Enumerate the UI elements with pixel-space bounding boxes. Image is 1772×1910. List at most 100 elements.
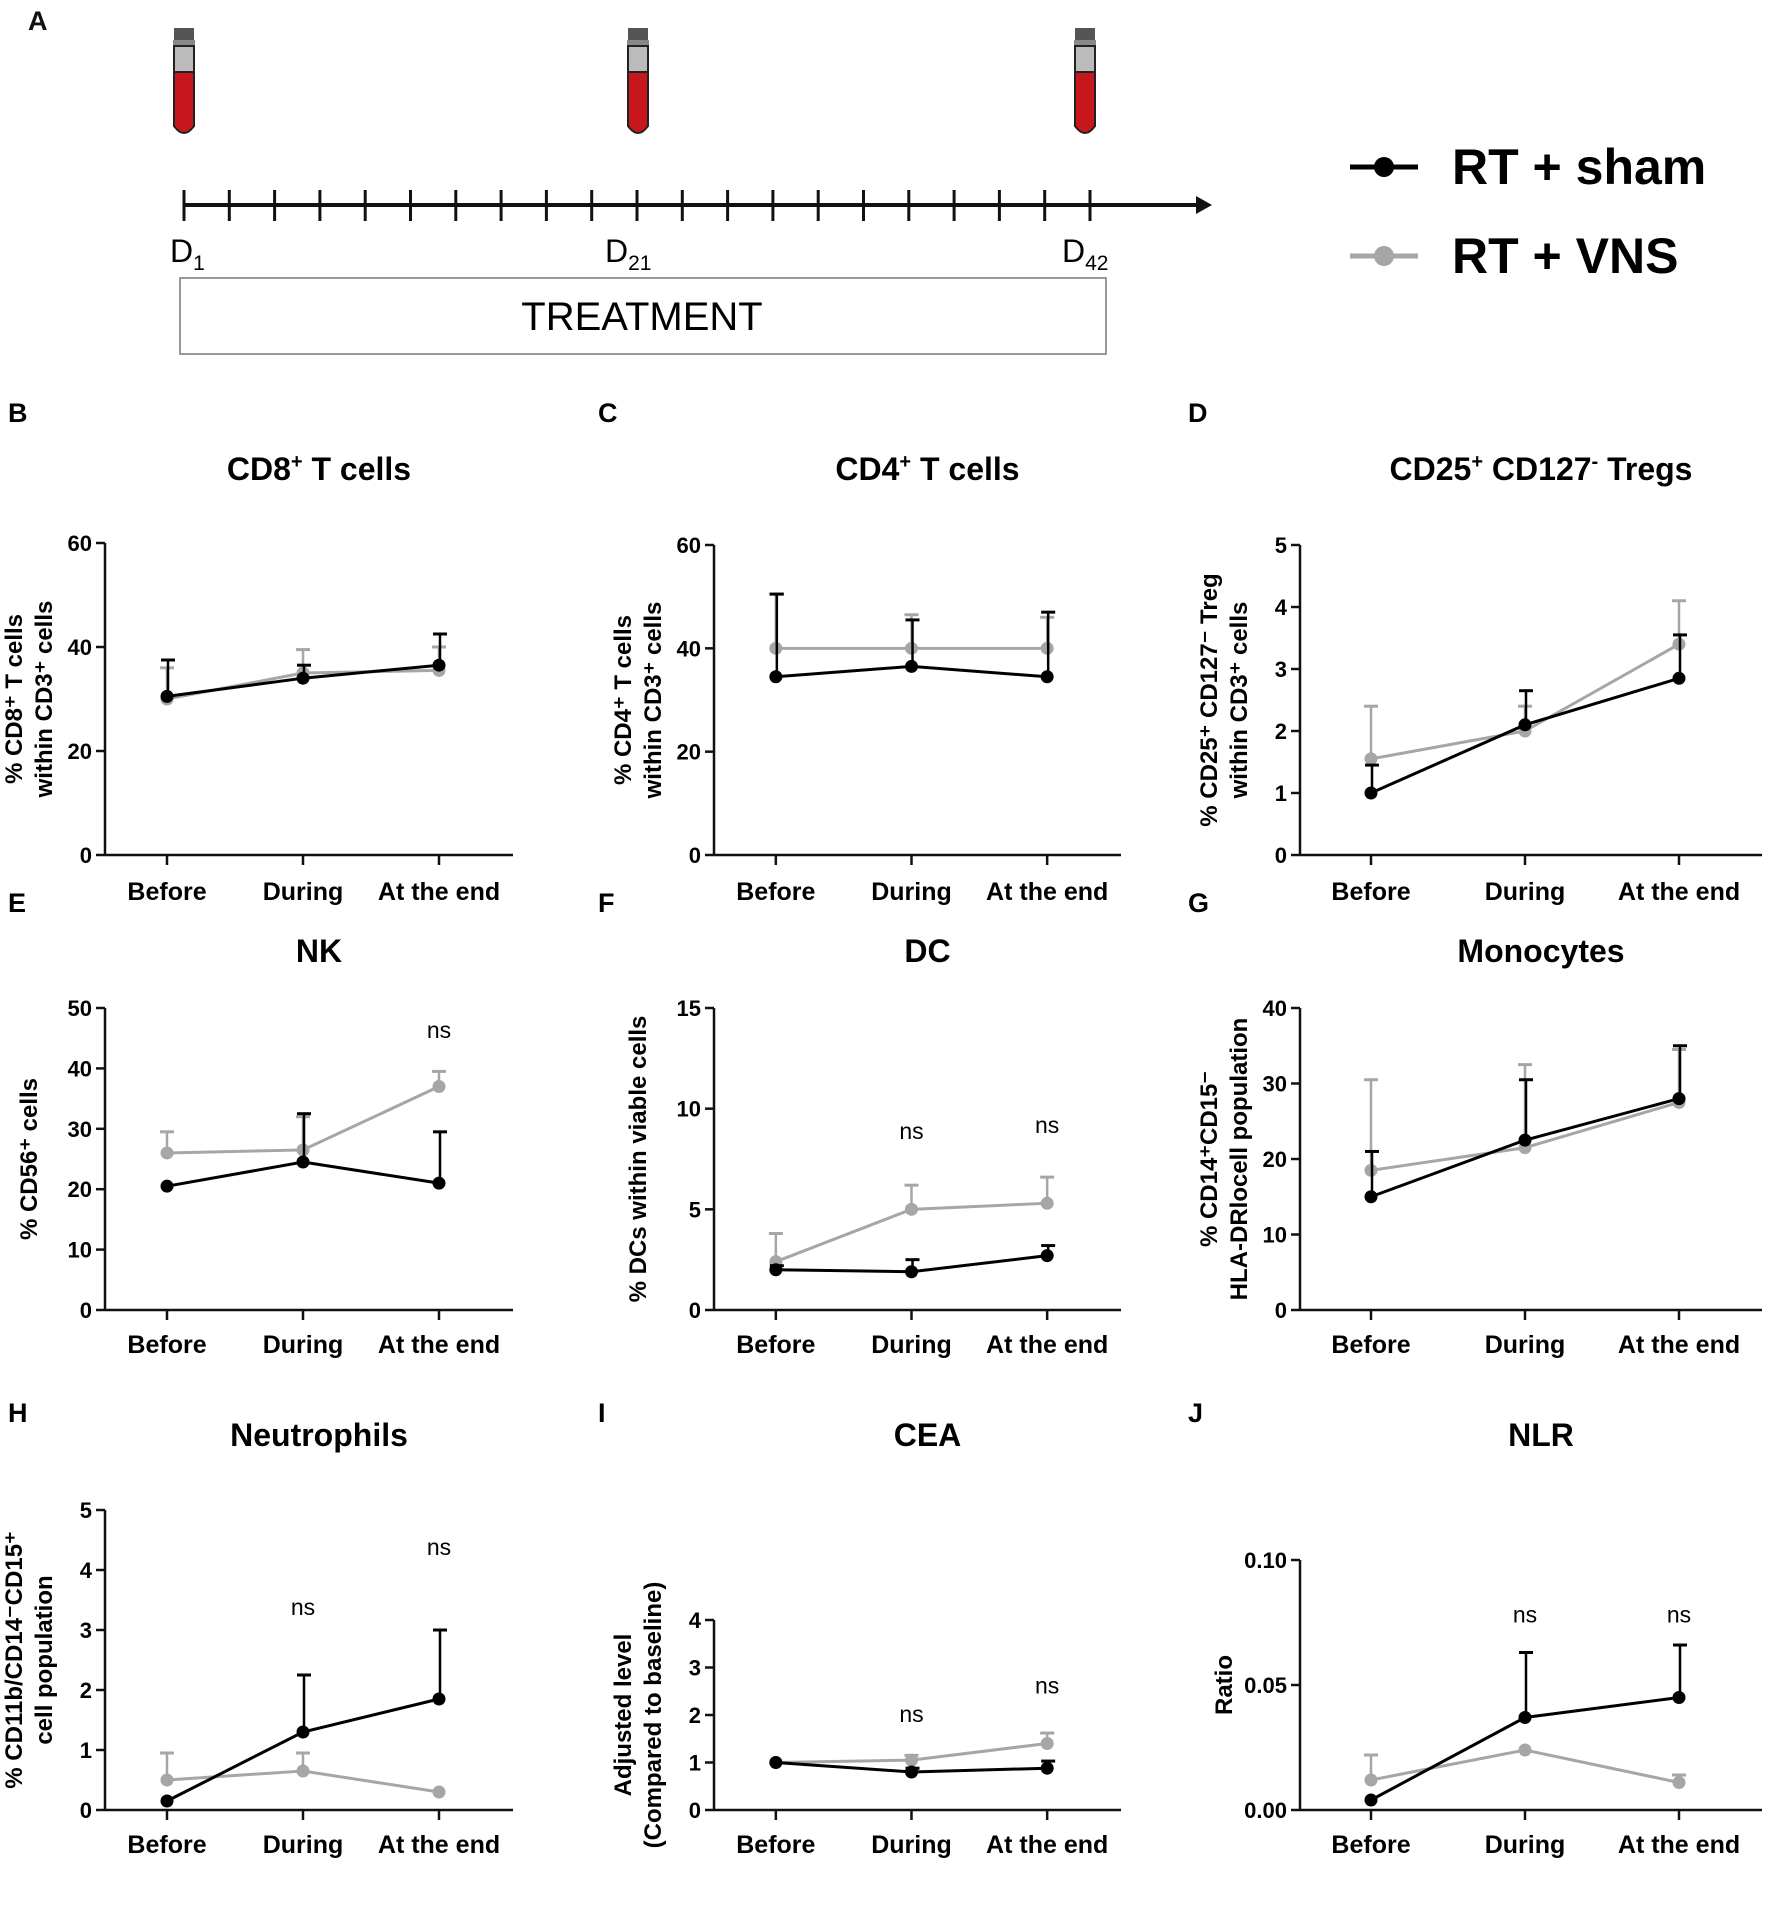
y-tick-label: 0.05 [1244,1673,1287,1698]
y-tick-label: 5 [1275,533,1287,558]
significance-label: ns [1667,1602,1691,1628]
data-point [769,1263,783,1277]
data-point [432,1176,446,1190]
x-tick-label: At the end [986,1831,1108,1859]
legend-vns-label: RT + VNS [1452,228,1678,284]
data-point [160,1794,174,1808]
chart-title: NLR [1508,1417,1574,1453]
y-axis-label: within CD3⁺ cells [31,601,58,799]
y-tick-label: 0 [80,843,92,868]
figure: A D1 D21 D42 TREATMENT [1,6,1762,1859]
data-point [1364,1793,1378,1807]
y-tick-label: 30 [1263,1072,1287,1097]
data-point [905,1202,918,1216]
chart-title: NK [296,933,342,969]
significance-label: ns [899,1118,923,1144]
y-tick-label: 10 [1263,1223,1287,1248]
data-point [1040,1196,1054,1210]
treatment-label: TREATMENT [521,295,762,339]
legend-sham-label: RT + sham [1452,139,1706,195]
treatment-box [179,277,1107,355]
blood-tube-icon [1074,28,1096,134]
data-point [1040,1761,1054,1775]
data-point [1672,1092,1686,1106]
x-tick-label: During [871,878,952,906]
y-axis-label: % CD8⁺ T cells [1,614,28,784]
x-tick-label: At the end [378,1831,500,1859]
y-axis-label: % CD25⁺ CD127⁻ Treg [1196,573,1223,826]
data-point [1672,1691,1686,1704]
y-axis-label: % CD14⁺CD15⁻ [1196,1071,1223,1247]
y-tick-label: 10 [68,1238,92,1263]
data-point [905,1765,918,1779]
y-axis-label: HLA-DRlocell population [1226,1018,1253,1301]
y-tick-label: 4 [1275,595,1288,620]
y-tick-label: 1 [689,1751,701,1776]
x-tick-label: Before [127,1831,206,1859]
y-tick-label: 4 [689,1608,702,1633]
data-point [432,1785,446,1799]
chart-title: Neutrophils [230,1417,408,1453]
chart-c: C CD4+ T cells % CD4⁺ T cells within CD3⁺ c… [598,398,1121,906]
y-tick-label: 60 [68,531,92,556]
chart-b: B CD8+ T cells % CD8⁺ T cells within CD3⁺ c… [1,398,513,906]
data-point [1364,1773,1378,1787]
data-point [1518,1711,1532,1724]
x-tick-label: During [1485,878,1566,906]
y-tick-label: 3 [80,1618,92,1643]
y-tick-label: 20 [1263,1147,1287,1172]
chart-title: CD8+ T cells [227,451,411,487]
x-tick-label: Before [1331,1831,1410,1859]
legend-vns-marker [1374,246,1394,266]
y-tick-label: 3 [1275,657,1287,682]
y-tick-label: 4 [80,1558,93,1583]
x-tick-label: At the end [1618,878,1740,906]
chart-title: DC [904,933,950,969]
data-point [296,671,310,685]
x-tick-label: Before [736,1331,815,1359]
significance-label: ns [1513,1602,1537,1628]
y-axis-label: % CD4⁺ T cells [610,615,637,785]
y-tick-label: 2 [689,1703,701,1728]
y-tick-label: 3 [689,1656,701,1681]
y-tick-label: 30 [68,1117,92,1142]
y-axis-label: (Compared to baseline) [640,1582,667,1849]
data-point [1364,786,1378,800]
chart-title: CD25+ CD127- Tregs [1390,451,1693,487]
y-axis-label: % DCs within viable cells [625,1016,652,1303]
x-tick-label: Before [1331,1331,1410,1359]
y-axis-label: % CD11b/CD14⁻CD15⁺ [1,1531,28,1788]
data-point [1364,752,1378,766]
timeline-panel: D1 D21 D42 TREATMENT RT + sham RT + VNS [170,28,1706,355]
chart-title: CEA [894,1417,962,1453]
y-tick-label: 5 [689,1197,701,1222]
y-tick-label: 0 [689,843,701,868]
y-axis-label: within CD3⁺ cells [640,602,667,800]
significance-label: ns [1035,1673,1059,1699]
chart-g: G Monocytes % CD14⁺CD15⁻ HLA-DRlocell popul… [1188,888,1762,1359]
x-tick-label: Before [736,1831,815,1859]
y-tick-label: 2 [80,1678,92,1703]
panel-letter: B [8,398,28,428]
y-axis-label: cell population [31,1575,58,1744]
y-tick-label: 1 [1275,781,1287,806]
significance-label: ns [1035,1112,1059,1138]
y-tick-label: 60 [677,533,701,558]
y-tick-label: 0 [689,1298,701,1323]
x-tick-label: At the end [986,878,1108,906]
chart-j: J NLR Ratio 0.00 0.05 0.10 Before During At the … [1188,1398,1762,1859]
data-point [160,689,174,703]
legend: RT + sham RT + VNS [1350,139,1706,284]
y-axis-label: Adjusted level [610,1634,637,1797]
panel-letter: F [598,888,615,918]
data-point [1518,1133,1532,1147]
y-tick-label: 20 [68,1177,92,1202]
panel-letter: H [8,1398,28,1428]
x-tick-label: At the end [1618,1831,1740,1859]
chart-f: F DC % DCs within viable cells 0 5 10 15 Before… [598,888,1121,1359]
y-tick-label: 0 [80,1798,92,1823]
x-tick-label: At the end [378,878,500,906]
y-tick-label: 40 [68,635,92,660]
x-tick-label: During [263,1331,344,1359]
legend-sham-marker [1374,157,1394,177]
